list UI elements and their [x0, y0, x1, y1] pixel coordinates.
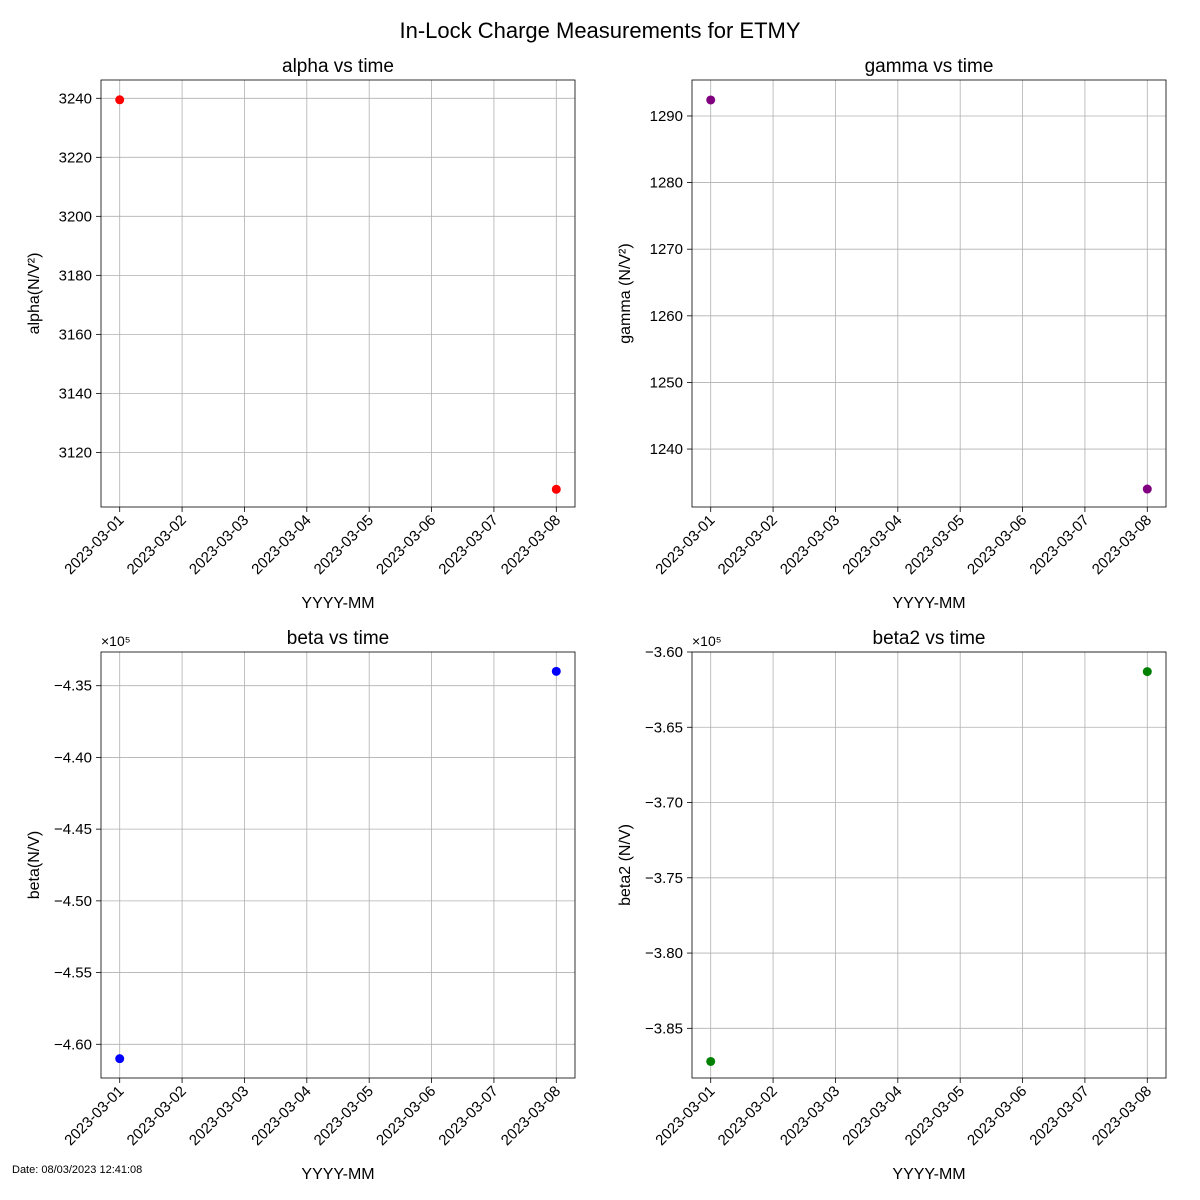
data-point — [115, 95, 125, 105]
data-point — [706, 1056, 716, 1066]
y-tick-label: −4.50 — [54, 893, 92, 910]
y-tick-label: 1250 — [650, 374, 683, 391]
x-tick-label: 2023-03-01 — [652, 1083, 718, 1149]
y-scale-label: ×10⁵ — [101, 633, 131, 649]
x-tick-label: 2023-03-02 — [124, 1083, 190, 1149]
x-tick-label: 2023-03-05 — [311, 1083, 377, 1149]
y-tick-label: 3240 — [59, 90, 92, 107]
x-tick-label: 2023-03-02 — [124, 512, 190, 578]
x-tick-label: 2023-03-04 — [248, 512, 314, 578]
y-tick-label: −3.65 — [645, 719, 683, 736]
y-tick-label: −4.45 — [54, 821, 92, 838]
x-tick-label: 2023-03-02 — [715, 1083, 781, 1149]
y-tick-label: −3.75 — [645, 870, 683, 887]
plot-frame — [691, 651, 1167, 1079]
data-point — [551, 484, 561, 494]
x-tick-label: 2023-03-04 — [839, 512, 905, 578]
x-tick-label: 2023-03-08 — [1089, 1083, 1155, 1149]
y-tick-label: 3120 — [59, 444, 92, 461]
plot-frame — [691, 79, 1167, 508]
chart-panel-4: 2023-03-012023-03-022023-03-032023-03-04… — [617, 628, 1167, 1183]
x-tick-label: 2023-03-06 — [964, 1083, 1030, 1149]
data-point — [706, 95, 716, 105]
x-tick-label: 2023-03-01 — [61, 1083, 127, 1149]
y-tick-label: −3.70 — [645, 795, 683, 812]
chart-panel-3: 2023-03-012023-03-022023-03-032023-03-04… — [26, 628, 576, 1183]
x-tick-label: 2023-03-05 — [902, 512, 968, 578]
y-axis-label: gamma (N/V²) — [617, 243, 634, 343]
y-tick-label: −4.40 — [54, 749, 92, 766]
x-tick-label: 2023-03-07 — [1026, 512, 1092, 578]
x-tick-label: 2023-03-05 — [902, 1083, 968, 1149]
x-axis-label: YYYY-MM — [301, 1166, 374, 1183]
x-axis-label: YYYY-MM — [892, 595, 965, 612]
x-tick-label: 2023-03-05 — [311, 512, 377, 578]
x-tick-label: 2023-03-06 — [373, 1083, 439, 1149]
x-axis-label: YYYY-MM — [301, 595, 374, 612]
y-tick-label: −4.35 — [54, 678, 92, 695]
x-tick-label: 2023-03-07 — [435, 512, 501, 578]
x-tick-label: 2023-03-03 — [777, 512, 843, 578]
y-tick-label: 3220 — [59, 149, 92, 166]
x-tick-label: 2023-03-03 — [777, 1083, 843, 1149]
chart-title: alpha vs time — [282, 56, 394, 77]
x-tick-label: 2023-03-04 — [248, 1083, 314, 1149]
y-tick-label: −3.80 — [645, 945, 683, 962]
x-tick-label: 2023-03-03 — [186, 512, 252, 578]
x-tick-label: 2023-03-06 — [373, 512, 439, 578]
chart-title: beta vs time — [287, 628, 389, 649]
y-scale-label: ×10⁵ — [692, 633, 722, 649]
x-tick-label: 2023-03-03 — [186, 1083, 252, 1149]
figure-title: In-Lock Charge Measurements for ETMY — [399, 18, 801, 43]
y-tick-label: 1240 — [650, 441, 683, 458]
x-axis-label: YYYY-MM — [892, 1166, 965, 1183]
y-tick-label: −4.55 — [54, 965, 92, 982]
chart-title: beta2 vs time — [873, 628, 986, 649]
plot-frame — [100, 651, 576, 1079]
y-tick-label: −4.60 — [54, 1036, 92, 1053]
y-tick-label: 1280 — [650, 175, 683, 192]
x-tick-label: 2023-03-06 — [964, 512, 1030, 578]
date-footer: Date: 08/03/2023 12:41:08 — [12, 1164, 143, 1176]
data-point — [115, 1054, 125, 1064]
x-tick-label: 2023-03-07 — [435, 1083, 501, 1149]
y-axis-label: beta(N/V) — [26, 831, 43, 899]
x-tick-label: 2023-03-02 — [715, 512, 781, 578]
y-axis-label: alpha(N/V²) — [26, 253, 43, 335]
x-tick-label: 2023-03-01 — [61, 512, 127, 578]
y-tick-label: 3140 — [59, 385, 92, 402]
chart-panel-2: 2023-03-012023-03-022023-03-032023-03-04… — [617, 56, 1167, 612]
y-tick-label: 3160 — [59, 326, 92, 343]
y-tick-label: 1290 — [650, 108, 683, 125]
data-point — [1142, 484, 1152, 494]
y-tick-label: 3180 — [59, 267, 92, 284]
y-axis-label: beta2 (N/V) — [617, 824, 634, 906]
data-point — [551, 666, 561, 676]
chart-title: gamma vs time — [865, 56, 994, 77]
y-tick-label: 1260 — [650, 308, 683, 325]
y-tick-label: 1270 — [650, 241, 683, 258]
y-tick-label: 3200 — [59, 208, 92, 225]
y-tick-label: −3.85 — [645, 1020, 683, 1037]
x-tick-label: 2023-03-08 — [498, 512, 564, 578]
y-tick-label: −3.60 — [645, 644, 683, 661]
x-tick-label: 2023-03-08 — [498, 1083, 564, 1149]
plot-frame — [100, 79, 576, 508]
data-point — [1142, 667, 1152, 677]
x-tick-label: 2023-03-04 — [839, 1083, 905, 1149]
x-tick-label: 2023-03-01 — [652, 512, 718, 578]
x-tick-label: 2023-03-08 — [1089, 512, 1155, 578]
x-tick-label: 2023-03-07 — [1026, 1083, 1092, 1149]
chart-panel-1: 2023-03-012023-03-022023-03-032023-03-04… — [26, 56, 576, 612]
